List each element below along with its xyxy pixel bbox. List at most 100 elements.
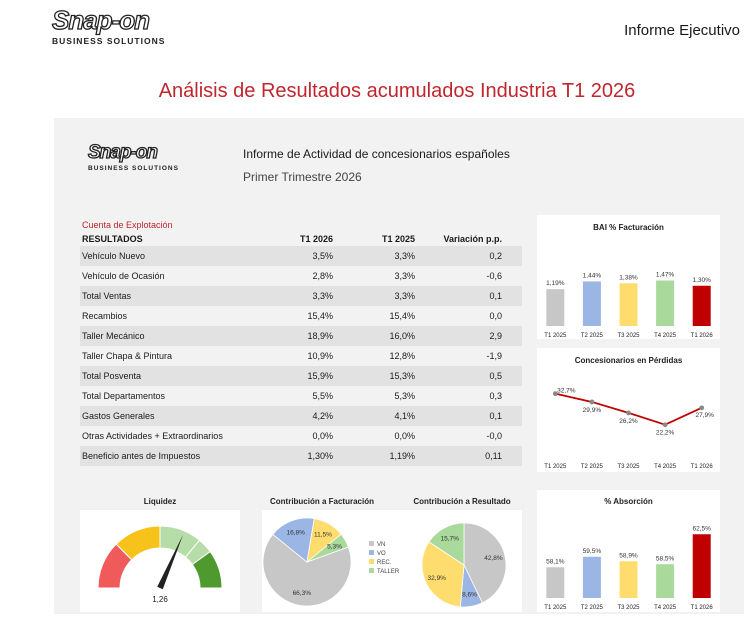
tick-label: T4 2025 — [654, 605, 677, 611]
table-row: Total Ventas 3,3% 3,3% 0,1 — [80, 286, 522, 306]
value-t1-2025: 5,3% — [394, 391, 415, 401]
resultado-title: Contribución a Resultado — [413, 497, 511, 506]
gauge-segment — [191, 550, 223, 589]
pie-slice — [262, 533, 352, 607]
data-label: 26,2% — [619, 418, 638, 425]
value-variacion: -1,9 — [486, 351, 502, 361]
row-label: Taller Mecánico — [80, 326, 265, 346]
tick-label: T2 2025 — [581, 333, 604, 339]
tick-label: T1 2026 — [691, 333, 714, 339]
gauge-value: 1,26 — [152, 595, 168, 604]
col-header-variacion: Variación p.p. — [443, 234, 502, 244]
row-label: Beneficio antes de Impuestos — [80, 446, 265, 466]
legend-label: TALLER — [377, 569, 400, 575]
value-variacion: 0,1 — [417, 286, 522, 306]
tick-label: T1 2026 — [691, 464, 714, 470]
bai-chart-title: BAI % Facturación — [593, 223, 664, 232]
value-t1-2025: 3,3% — [394, 271, 415, 281]
data-label: 1,30% — [692, 277, 711, 284]
legend-swatch — [369, 568, 374, 573]
table-row: Beneficio antes de Impuestos 1,30% 1,19% 0,… — [80, 446, 522, 466]
data-label: 58,1% — [546, 558, 565, 565]
tick-label: T2 2025 — [581, 464, 604, 470]
data-label: 58,9% — [619, 552, 638, 559]
data-point — [626, 410, 631, 416]
tick-label: T1 2025 — [544, 333, 567, 339]
legend-swatch — [369, 550, 374, 555]
legend-label: VO — [377, 551, 386, 557]
col-header-resultados: RESULTADOS — [82, 234, 143, 244]
data-label: 1,44% — [583, 272, 602, 279]
value-t1-2026: 10,9% — [307, 351, 333, 361]
row-label: Total Posventa — [80, 366, 265, 386]
value-t1-2025: 15,3% — [335, 366, 417, 386]
tick-label: T4 2025 — [654, 464, 677, 470]
value-t1-2025: 15,4% — [389, 311, 415, 321]
report-subtitle: Primer Trimestre 2026 — [243, 170, 362, 184]
legend-swatch — [369, 559, 374, 564]
value-variacion: -0,6 — [486, 271, 502, 281]
row-label: Vehículo de Ocasión — [82, 271, 165, 281]
row-label: Otras Actividades + Extraordinarios — [82, 431, 223, 441]
slice-label: 66,3% — [293, 590, 312, 597]
slice-label: 5,3% — [327, 543, 342, 550]
data-label: 58,5% — [656, 555, 675, 562]
logo-subtitle-small: BUSINESS SOLUTIONS — [88, 165, 179, 172]
value-variacion: 0,3 — [489, 391, 502, 401]
contribucion-pies: 66,3% 16,8% 11,5% 5,3% 42,8% 8,6% 32,9% 15,7% VN… — [262, 517, 507, 608]
table-row: Total Departamentos 5,5% 5,3% 0,3 — [80, 386, 522, 406]
row-label: Gastos Generales — [80, 406, 265, 426]
value-t1-2026: 15,9% — [265, 366, 335, 386]
bar — [619, 561, 638, 598]
data-label: 27,9% — [695, 412, 714, 419]
bar — [582, 281, 601, 326]
absorcion-chart-title: % Absorción — [604, 497, 653, 506]
row-label: Taller Chapa & Pintura — [82, 351, 173, 361]
facturacion-title: Contribución a Facturación — [269, 497, 374, 506]
data-label: 1,38% — [619, 274, 638, 281]
bar — [619, 283, 638, 326]
table-row: Vehículo Nuevo 3,5% 3,3% 0,2 — [80, 246, 522, 266]
tick-label: T3 2025 — [617, 605, 640, 611]
liquidez-gauge: 1,26 — [97, 525, 223, 604]
value-t1-2026: 0,0% — [312, 431, 333, 441]
perdidas-chart-card — [537, 348, 720, 472]
value-t1-2025: 16,0% — [335, 326, 417, 346]
data-label: 29,9% — [583, 407, 602, 414]
perdidas-chart: 32,7% T1 2025 29,9% T2 2025 26,2% T3 2025 22,2… — [544, 388, 714, 470]
table-row: Taller Chapa & Pintura 10,9% 12,8% -1,9 — [80, 346, 522, 366]
data-label: 62,5% — [692, 525, 711, 532]
slice-label: 32,9% — [428, 575, 447, 582]
slice-label: 11,5% — [314, 532, 332, 539]
tick-label: T2 2025 — [581, 605, 604, 611]
legend-swatch — [369, 541, 374, 546]
table-row: Total Posventa 15,9% 15,3% 0,5 — [80, 366, 522, 386]
tick-label: T3 2025 — [617, 464, 640, 470]
data-label: 22,2% — [656, 430, 675, 437]
data-label: 32,7% — [557, 388, 576, 395]
liquidez-title: Liquidez — [143, 497, 177, 506]
section-label: Cuenta de Explotación — [82, 220, 173, 230]
row-label: Recambios — [82, 311, 128, 321]
value-t1-2025: 0,0% — [394, 431, 415, 441]
value-t1-2026: 2,8% — [312, 271, 333, 281]
data-point — [552, 391, 558, 397]
data-label: 59,5% — [583, 548, 602, 555]
tick-label: T3 2025 — [617, 333, 640, 339]
value-variacion: 0,1 — [417, 406, 522, 426]
tick-label: T1 2025 — [544, 464, 567, 470]
gauge-needle — [157, 534, 184, 590]
data-point — [662, 422, 668, 428]
slice-label: 16,8% — [287, 529, 306, 536]
pie-slice — [272, 517, 315, 563]
tick-label: T1 2026 — [691, 605, 714, 611]
value-variacion: 0,0 — [489, 311, 502, 321]
value-variacion: 0,11 — [417, 446, 522, 466]
bar — [656, 280, 675, 326]
tick-label: T1 2025 — [544, 605, 567, 611]
data-point — [699, 405, 705, 411]
value-t1-2026: 3,5% — [265, 246, 335, 266]
slice-label: 15,7% — [440, 535, 459, 542]
page-title: Análisis de Resultados acumulados Indust… — [158, 80, 636, 102]
bar — [692, 534, 711, 598]
